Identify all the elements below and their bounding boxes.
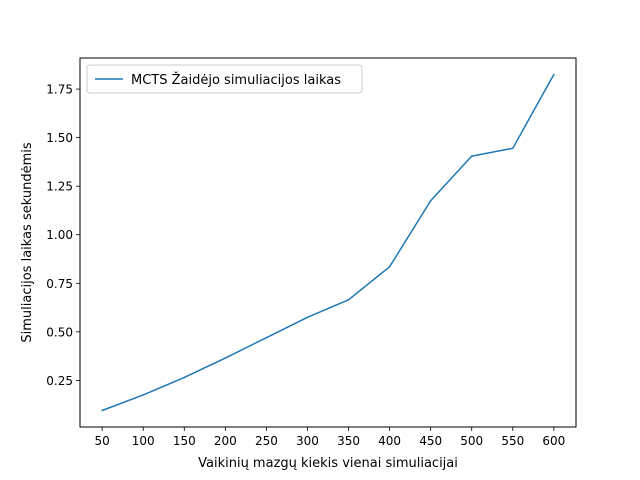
x-tick-label: 50 (95, 434, 110, 448)
y-tick-label: 0.25 (46, 374, 73, 388)
y-tick-label: 1.25 (46, 180, 73, 194)
plot-frame (79, 57, 577, 428)
data-point (101, 409, 103, 412)
data-point (306, 316, 309, 319)
x-tick-label: 250 (255, 434, 278, 448)
data-point (388, 266, 391, 268)
series-line-0 (101, 74, 555, 412)
data-point (347, 299, 350, 301)
x-tick-label: 450 (419, 434, 442, 448)
data-point (553, 73, 555, 76)
legend-label: MCTS Žaidėjo simuliacijos laikas (131, 72, 341, 88)
y-tick-label: 0.75 (46, 277, 73, 291)
x-tick-label: 500 (460, 434, 483, 448)
data-point (470, 155, 473, 157)
data-point (142, 394, 144, 396)
y-axis-ticks: 0.25 0.50 0.75 1.00 1.25 1.50 1.75 (46, 83, 80, 388)
x-tick-label: 600 (542, 434, 565, 448)
y-axis-label: Simuliacijos laikas sekundėmis (20, 142, 35, 342)
x-tick-label: 300 (296, 434, 319, 448)
x-axis-ticks: 50 100 150 200 250 300 350 400 450 500 550 600 (95, 427, 565, 448)
data-point (183, 376, 186, 379)
data-point (265, 336, 268, 339)
x-tick-label: 550 (501, 434, 524, 448)
x-axis-label: Vaikinių mazgų kiekis vienai simuliacija… (198, 456, 458, 471)
y-tick-label: 1.75 (46, 83, 73, 97)
y-tick-label: 1.50 (46, 131, 73, 145)
data-point (512, 147, 514, 150)
x-tick-label: 400 (378, 434, 401, 448)
y-tick-label: 1.00 (46, 228, 73, 242)
x-tick-label: 350 (337, 434, 360, 448)
x-tick-label: 150 (173, 434, 196, 448)
legend: MCTS Žaidėjo simuliacijos laikas (86, 64, 363, 94)
x-tick-label: 100 (132, 434, 155, 448)
data-point (429, 199, 432, 202)
legend-box (86, 64, 363, 94)
x-tick-label: 200 (214, 434, 237, 448)
data-point (224, 357, 227, 359)
y-tick-label: 0.50 (46, 325, 73, 339)
